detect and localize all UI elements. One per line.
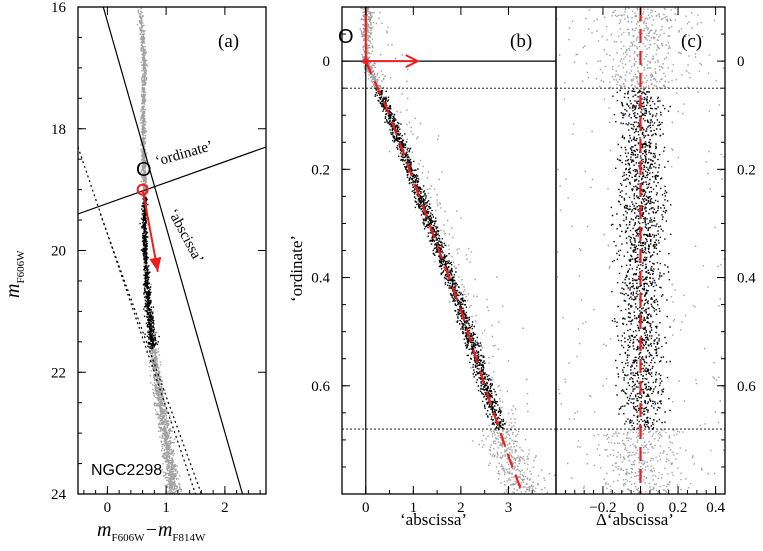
- ylabel-m: m: [2, 284, 24, 298]
- panel-a-clipped-lines: [78, 7, 266, 494]
- xlabel-sub1: F606W: [111, 532, 145, 544]
- panel-b-ytick-label: 0.2: [311, 162, 330, 178]
- panel-b-ytick-label: 0.6: [311, 379, 330, 395]
- panel-c-ytick-label: 0.4: [737, 271, 756, 287]
- panel-b-points: [359, 7, 556, 494]
- panel-a-lines: [78, 7, 266, 494]
- panel-c-ytick-label: 0: [737, 54, 745, 70]
- panel-b: 0 1 2 3 0 0.2 0.4 0.6 (b) O ‘abscissa’ ‘ordinat…: [287, 6, 557, 529]
- panel-c-xlabel: Δ‘abscissa’: [596, 510, 674, 529]
- panel-c-xtick-label: 0.2: [669, 500, 688, 516]
- cluster-name: NGC2298: [91, 462, 162, 479]
- panel-c-ticks: −0.2 0 0.2 0.4 0 0.2 0.4 0.6: [564, 7, 756, 516]
- panel-c-xtick-label: 0: [637, 500, 645, 516]
- panel-a-ytick-label: 24: [51, 487, 67, 503]
- ordinate-annotation: ‘ordinate’: [154, 138, 215, 170]
- panel-c-ytick-label: 0.2: [737, 162, 756, 178]
- panel-a-ytick-label: 16: [51, 0, 67, 16]
- panel-a-ticks: 0 1 2 16 18 20 22 24: [51, 0, 266, 516]
- panel-a-faint-stars: [136, 7, 182, 495]
- panel-b-ytick-label: 0.4: [311, 271, 330, 287]
- panel-b-xtick-label: 3: [505, 500, 513, 516]
- panel-b-origin-label: O: [338, 26, 354, 48]
- panel-a-ylabel: mF606W: [2, 250, 27, 298]
- abscissa-annotation: ‘abscissa’: [164, 206, 206, 266]
- panel-a-ytick-label: 20: [51, 244, 66, 260]
- panel-b-frame: [341, 6, 557, 495]
- panel-b-xtick-label: 1: [410, 500, 418, 516]
- panel-b-arrow-head: [405, 54, 421, 69]
- panel-b-ticks: 0 1 2 3 0 0.2 0.4 0.6: [311, 7, 533, 516]
- panel-b-xtick-label: 2: [457, 500, 465, 516]
- xlabel-m1: m: [97, 519, 111, 541]
- panel-b-ylabel: ‘ordinate’: [287, 235, 306, 302]
- panel-a-xtick-label: 2: [221, 500, 229, 516]
- panel-a-label: (a): [218, 31, 239, 52]
- panel-c-ytick-label: 0.6: [737, 379, 756, 395]
- panel-c-xtick-label: 0.4: [706, 500, 725, 516]
- panel-c-label: (c): [681, 31, 702, 52]
- xlabel-sub2: F814W: [172, 532, 206, 544]
- panel-a-ytick-label: 22: [51, 365, 66, 381]
- panel-a-frame: [77, 6, 267, 495]
- panel-a-xtick-label: 1: [162, 500, 170, 516]
- panel-a-origin-label: O: [136, 159, 152, 181]
- panel-a-points: [136, 7, 182, 495]
- panel-c-lines: [556, 7, 725, 494]
- panel-b-faint-stars: [359, 7, 556, 494]
- panel-a: 0 1 2 16 18 20 22 24 (a) NGC2298 O ‘ordinate’ ‘…: [2, 0, 267, 544]
- panel-b-ytick-label: 0: [323, 54, 331, 70]
- abscissa-arrow-head: [149, 256, 162, 272]
- abscissa-axis-line: [102, 7, 244, 494]
- panel-b-xlabel: ‘abscissa’: [400, 510, 467, 529]
- panel-a-xlabel: mF606W−mF814W: [97, 519, 206, 544]
- panel-b-selected-stars: [374, 88, 506, 431]
- panel-a-ytick-label: 18: [51, 122, 66, 138]
- panel-a-xtick-label: 0: [104, 500, 112, 516]
- panel-a-selected-stars: [139, 195, 160, 350]
- panel-c-xtick-label: −0.2: [589, 500, 616, 516]
- xlabel-minus-m: −m: [144, 519, 172, 541]
- panel-b-lines: [342, 7, 556, 495]
- selection-boundary-1: [78, 146, 197, 494]
- panel-c: −0.2 0 0.2 0.4 0 0.2 0.4 0.6 (c) Δ‘abscissa’: [555, 6, 756, 529]
- ordinate-axis-line: [78, 146, 266, 215]
- ylabel-sub: F606W: [15, 250, 27, 284]
- panel-b-xtick-label: 0: [362, 500, 370, 516]
- panel-b-label: (b): [510, 31, 532, 52]
